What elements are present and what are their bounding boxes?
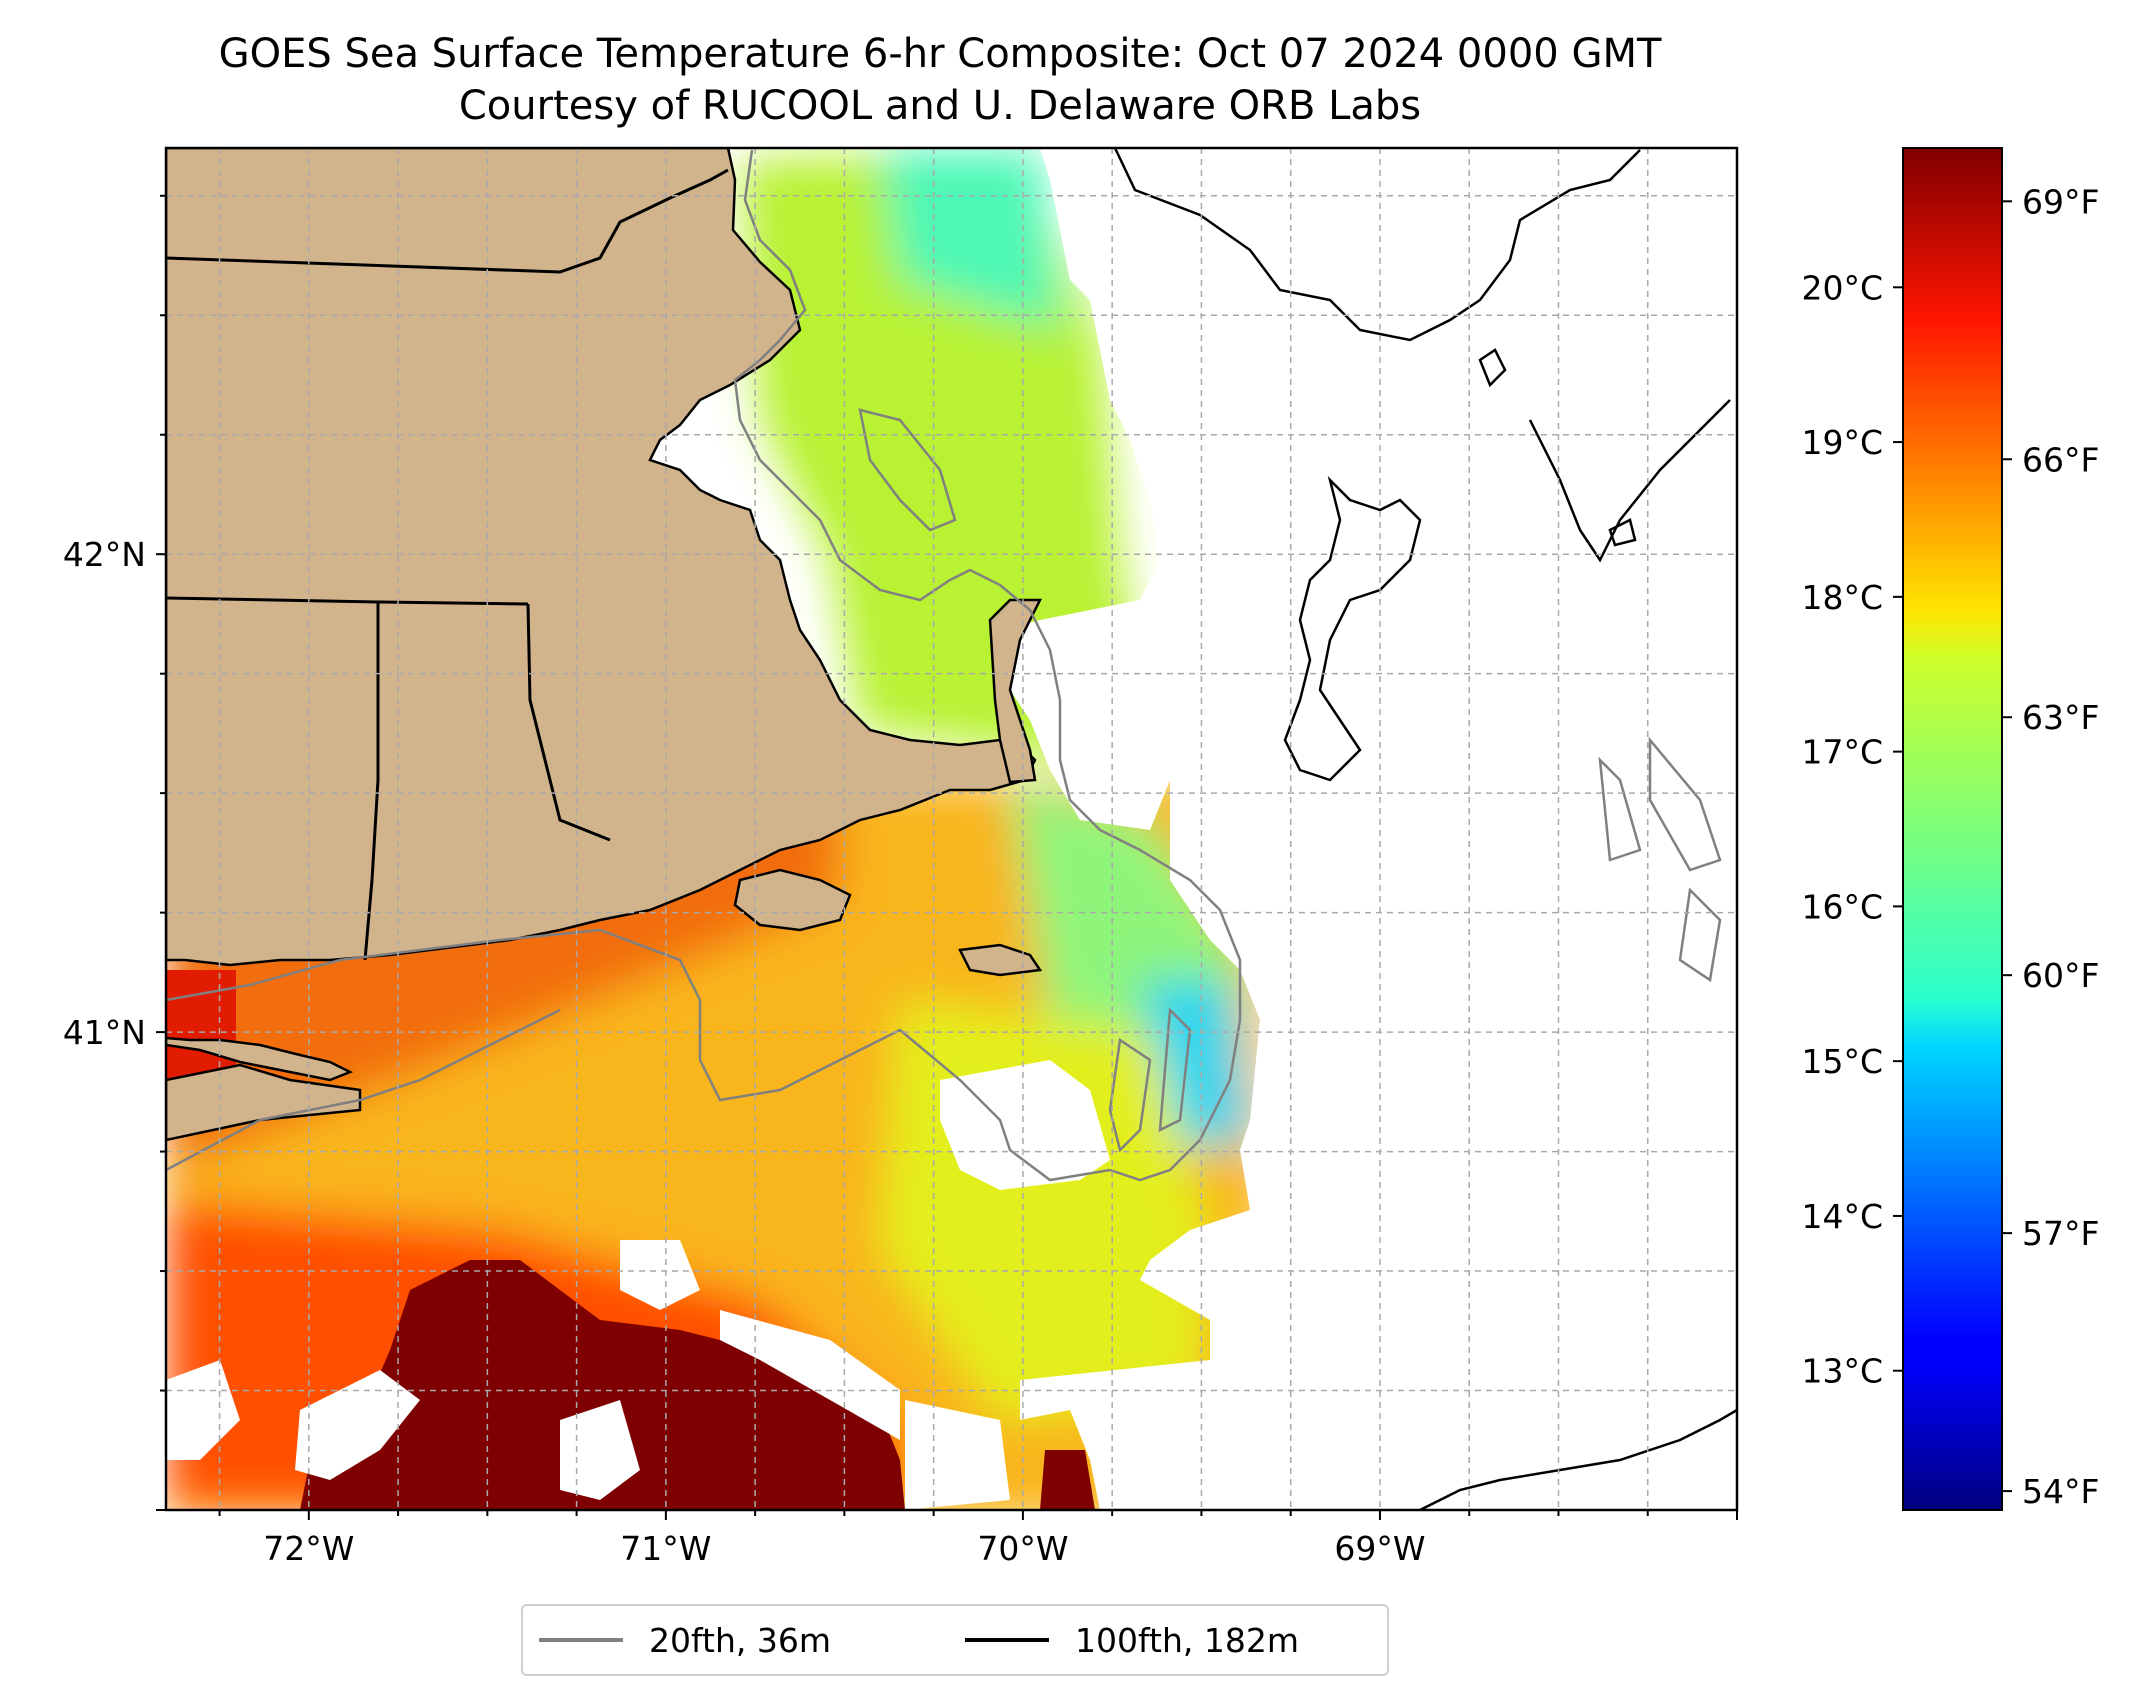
isobath-20fth-east-banks-1 <box>1598 756 1642 862</box>
fahrenheit-tick-label: 63°F <box>2022 698 2099 737</box>
map-frame <box>164 146 1739 1512</box>
gridlines <box>166 148 1737 1510</box>
fahrenheit-tick-label: 60°F <box>2022 956 2099 995</box>
isobath-20fth-shoals-2 <box>1158 1007 1192 1133</box>
state-borders <box>166 168 729 961</box>
land-long-island <box>166 1036 354 1082</box>
isobath-20fth-east-banks-2 <box>1648 736 1722 872</box>
map-axis-ticks <box>156 194 1738 1520</box>
x-tick-label: 69°W <box>1334 1529 1425 1568</box>
legend-label-20fth: 20fth, 36m <box>649 1620 831 1660</box>
land-cape-cod <box>988 598 1043 784</box>
coastlines-east <box>1113 148 1737 1510</box>
land <box>166 148 1043 1142</box>
celsius-tick-label: 13°C <box>1801 1352 1883 1391</box>
coast-island-1 <box>1478 348 1507 388</box>
celsius-tick-label: 16°C <box>1801 887 1883 926</box>
cloud-mask-east <box>1000 148 1737 1510</box>
border-ri-ma <box>526 603 611 842</box>
map-subtitle: Courtesy of RUCOOL and U. Delaware ORB L… <box>458 83 1422 129</box>
colorbar-celsius-ticks: 13°C 14°C 15°C 16°C 17°C 18°C 19°C 20°C <box>1801 268 1903 1391</box>
legend-swatch-100fth <box>965 1638 1049 1642</box>
land-nantucket <box>958 943 1043 977</box>
y-tick-label: 41°N <box>63 1013 146 1052</box>
coast-northeast <box>1528 399 1731 563</box>
legend-item-100fth: 100fth, 182m <box>965 1606 1299 1674</box>
map-axis-labels: 72°W 71°W 70°W 69°W 42°N 41°N <box>63 535 1426 1568</box>
isobath-20fth-east-banks-3 <box>1678 887 1722 983</box>
x-tick-label: 71°W <box>620 1529 711 1568</box>
border-ct-ri <box>363 602 380 961</box>
celsius-tick-label: 19°C <box>1801 423 1883 462</box>
coast-island-2 <box>1608 518 1637 547</box>
colorbar-gradient <box>1902 147 2003 1511</box>
isobath-20fth-li-inner <box>166 1008 561 1172</box>
x-tick-label: 72°W <box>263 1529 354 1568</box>
border-ma-north <box>166 168 729 274</box>
celsius-tick-label: 15°C <box>1801 1042 1883 1081</box>
map-plot-area <box>166 148 1737 1510</box>
fahrenheit-tick-label: 54°F <box>2022 1472 2099 1511</box>
legend-swatch-20fth <box>539 1638 623 1642</box>
x-tick-label: 70°W <box>977 1529 1068 1568</box>
coast-gulf-of-maine <box>1113 148 1641 342</box>
missing-data-regions <box>166 148 1737 1510</box>
cloud-mask-southwest-2 <box>166 1360 240 1460</box>
isobath-20fth-stellwagen <box>858 408 957 532</box>
celsius-tick-label: 20°C <box>1801 268 1883 307</box>
cloud-mask-south-3 <box>905 1400 1010 1510</box>
cloud-mask-south-1 <box>620 1240 700 1310</box>
isobath-20fth <box>166 149 1722 1182</box>
land-marthas-vineyard <box>733 868 852 932</box>
celsius-tick-label: 17°C <box>1801 733 1883 772</box>
legend-label-100fth: 100fth, 182m <box>1075 1620 1299 1660</box>
fahrenheit-tick-label: 66°F <box>2022 440 2099 479</box>
sst-north-coolest <box>880 150 1060 330</box>
map-title: GOES Sea Surface Temperature 6-hr Compos… <box>218 31 1662 77</box>
sst-eddy-small <box>1040 1450 1095 1510</box>
coast-southeast <box>1419 1408 1737 1510</box>
cloud-mask-southwest-1 <box>295 1370 420 1480</box>
isobath-20fth-shelf <box>166 928 1111 1182</box>
celsius-tick-label: 14°C <box>1801 1197 1883 1236</box>
cloud-mask-south-2 <box>720 1310 900 1440</box>
cloud-mask-southcentral <box>940 1060 1110 1190</box>
sst-warm-core-ring <box>300 1260 905 1510</box>
fahrenheit-tick-label: 57°F <box>2022 1214 2099 1253</box>
isobath-20fth-cape-cod-bay <box>733 149 1242 1182</box>
legend-item-20fth: 20fth, 36m <box>539 1606 831 1674</box>
legend: 20fth, 36m 100fth, 182m <box>521 1604 1389 1676</box>
fahrenheit-tick-label: 69°F <box>2022 182 2099 221</box>
cloud-mask-south-4 <box>560 1400 640 1500</box>
colorbar-fahrenheit-ticks: 54°F 57°F 60°F 63°F 66°F 69°F <box>2002 182 2099 1511</box>
celsius-tick-label: 18°C <box>1801 578 1883 617</box>
y-tick-label: 42°N <box>63 535 146 574</box>
coast-nova-scotia <box>1283 475 1422 782</box>
